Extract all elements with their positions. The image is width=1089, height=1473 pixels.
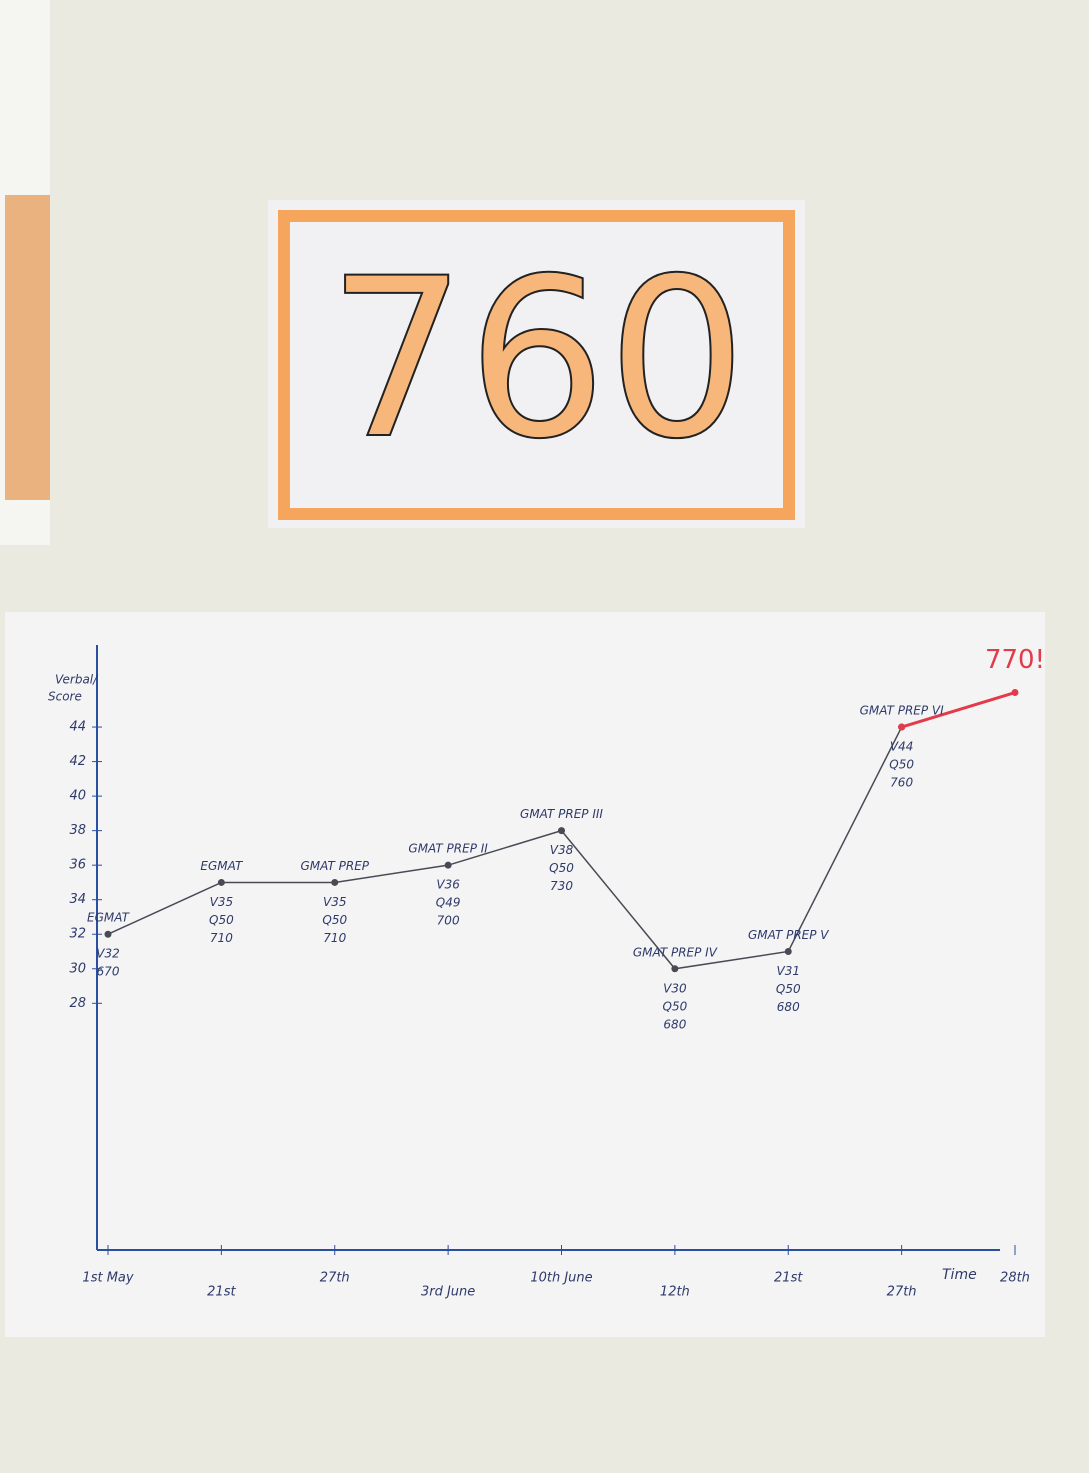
point-label: GMAT PREP II xyxy=(408,842,488,856)
point-label: GMAT PREP IV xyxy=(633,945,718,959)
x-tick-label: 27th xyxy=(320,1271,350,1286)
point-label: V31 xyxy=(777,964,800,978)
x-tick-label: 28th xyxy=(1000,1271,1030,1286)
point-label: Q50 xyxy=(549,861,574,875)
x-tick-label: 27th xyxy=(887,1285,917,1300)
point-label: GMAT PREP xyxy=(300,859,369,873)
point xyxy=(785,948,792,955)
point xyxy=(445,862,452,869)
point-label: 700 xyxy=(437,914,460,928)
point-label: 710 xyxy=(210,931,233,945)
point-label: EGMAT xyxy=(200,859,244,873)
x-tick-label: 12th xyxy=(660,1285,690,1300)
sign-text: 760 xyxy=(327,231,747,487)
y-tick-label: 38 xyxy=(69,823,86,838)
x-tick-label: 1st May xyxy=(82,1271,133,1286)
y-tick-label: 44 xyxy=(69,720,86,735)
y-tick-label: 42 xyxy=(69,754,86,769)
point-label: 730 xyxy=(550,879,573,893)
point-label: V44 xyxy=(890,740,913,754)
x-tick-label: 21st xyxy=(774,1271,803,1286)
point-label: V30 xyxy=(663,981,687,995)
y-axis-label: Verbal/ xyxy=(55,673,99,687)
y-tick-label: 28 xyxy=(69,996,86,1011)
point xyxy=(558,827,565,834)
point-label: 760 xyxy=(890,776,913,790)
point xyxy=(1012,689,1019,696)
point-label: GMAT PREP VI xyxy=(860,704,945,718)
point-label: 670 xyxy=(97,965,120,979)
point-label: Q50 xyxy=(776,982,801,996)
point-label: V35 xyxy=(323,895,346,909)
y-tick-label: 34 xyxy=(69,892,86,907)
point-label: V36 xyxy=(436,878,460,892)
x-tick-label: 21st xyxy=(207,1285,236,1300)
x-tick-label: 10th June xyxy=(530,1271,592,1286)
point-label: V32 xyxy=(96,947,119,961)
point-label: V38 xyxy=(550,843,574,857)
point-label: 680 xyxy=(777,1000,800,1014)
point-label: 710 xyxy=(323,931,346,945)
y-tick-label: 36 xyxy=(69,858,86,873)
chart-paper xyxy=(5,612,1045,1337)
side-sheet-fill xyxy=(5,195,50,500)
y-tick-label: 32 xyxy=(69,927,86,942)
point-label: 770! xyxy=(985,645,1045,675)
x-tick-label: 3rd June xyxy=(421,1285,475,1300)
point xyxy=(898,724,905,731)
point-label: GMAT PREP III xyxy=(520,807,603,821)
point-label: EGMAT xyxy=(87,911,131,925)
point xyxy=(218,879,225,886)
point-label: V35 xyxy=(210,895,233,909)
point-label: Q50 xyxy=(889,758,914,772)
point-label: Q49 xyxy=(436,896,461,910)
point-label: Q50 xyxy=(322,913,347,927)
point-label: GMAT PREP V xyxy=(748,928,829,942)
y-tick-label: 30 xyxy=(69,961,86,976)
point-label: Q50 xyxy=(209,913,234,927)
y-axis-label: Score xyxy=(48,690,82,704)
photo: 760 Verbal/ Score Time 28 30 32 34 36 38 40 42 4… xyxy=(0,0,1089,1473)
point xyxy=(331,879,338,886)
point-label: 680 xyxy=(663,1017,686,1031)
y-tick-label: 40 xyxy=(69,789,86,804)
point xyxy=(105,931,112,938)
point-label: Q50 xyxy=(663,999,688,1013)
point xyxy=(671,965,678,972)
x-axis-label: Time xyxy=(942,1267,977,1283)
